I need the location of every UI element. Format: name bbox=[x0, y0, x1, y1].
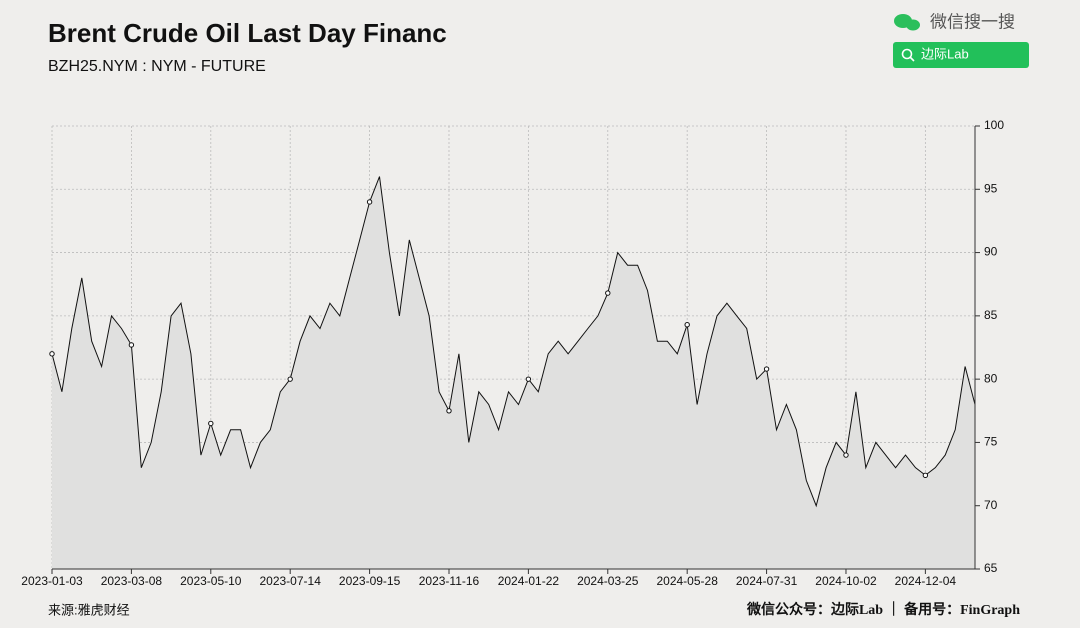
point-marker bbox=[843, 452, 849, 458]
x-tick-label: 2024-01-22 bbox=[498, 574, 560, 588]
point-marker bbox=[684, 322, 690, 328]
x-tick-label: 2024-10-02 bbox=[815, 574, 877, 588]
y-tick-label: 85 bbox=[984, 308, 998, 322]
x-tick-label: 2024-07-31 bbox=[736, 574, 798, 588]
y-tick-label: 65 bbox=[984, 561, 998, 575]
search-label: 微信搜一搜 bbox=[930, 12, 1015, 31]
point-marker bbox=[922, 472, 929, 479]
y-tick-label: 90 bbox=[984, 245, 998, 259]
point-marker bbox=[525, 376, 532, 382]
y-tick-label: 70 bbox=[984, 498, 998, 512]
x-tick-label: 2023-07-14 bbox=[259, 574, 321, 588]
y-tick-label: 100 bbox=[984, 118, 1004, 132]
line bbox=[51, 176, 976, 508]
y-tick-label: 75 bbox=[984, 435, 998, 449]
x-tick-label: 2024-03-25 bbox=[577, 574, 639, 588]
x-tick-label: 2023-05-10 bbox=[180, 574, 242, 588]
point-marker bbox=[763, 366, 770, 372]
x-tick-label: 2023-11-16 bbox=[419, 574, 480, 588]
x-tick-label: 2023-01-03 bbox=[21, 574, 83, 588]
point-marker bbox=[287, 376, 293, 382]
y-tick-label: 95 bbox=[984, 181, 998, 195]
point-marker bbox=[446, 408, 452, 414]
point-marker bbox=[128, 342, 135, 348]
search-button-bg[interactable] bbox=[893, 42, 1029, 68]
wechat-icon bbox=[906, 19, 920, 31]
chart-subtitle: BZH25.NYM : NYM - FUTURE bbox=[48, 58, 266, 75]
x-tick-label: 2024-05-28 bbox=[656, 574, 718, 588]
search-badge: 微信搜一搜 bbox=[894, 12, 1015, 31]
source: 来源:雅虎财经 bbox=[48, 602, 130, 617]
x-tick-label: 2023-03-08 bbox=[101, 574, 163, 588]
area bbox=[52, 176, 975, 569]
search-button[interactable]: 边际Lab bbox=[893, 42, 1029, 68]
credit: 微信公众号：边际Lab ｜ 备用号：FinGraph bbox=[746, 601, 1020, 618]
search-icon bbox=[901, 48, 913, 60]
y-tick-label: 80 bbox=[984, 371, 998, 385]
x-tick-label: 2024-12-04 bbox=[895, 574, 957, 588]
chart-title: Brent Crude Oil Last Day Financ bbox=[48, 18, 447, 48]
search-button-label[interactable]: 边际Lab bbox=[921, 46, 969, 61]
search-icon bbox=[909, 56, 915, 62]
point-marker bbox=[208, 420, 214, 427]
point-marker bbox=[605, 290, 611, 296]
point-marker bbox=[366, 199, 373, 205]
point-marker bbox=[49, 351, 55, 357]
x-tick-label: 2023-09-15 bbox=[339, 574, 401, 588]
